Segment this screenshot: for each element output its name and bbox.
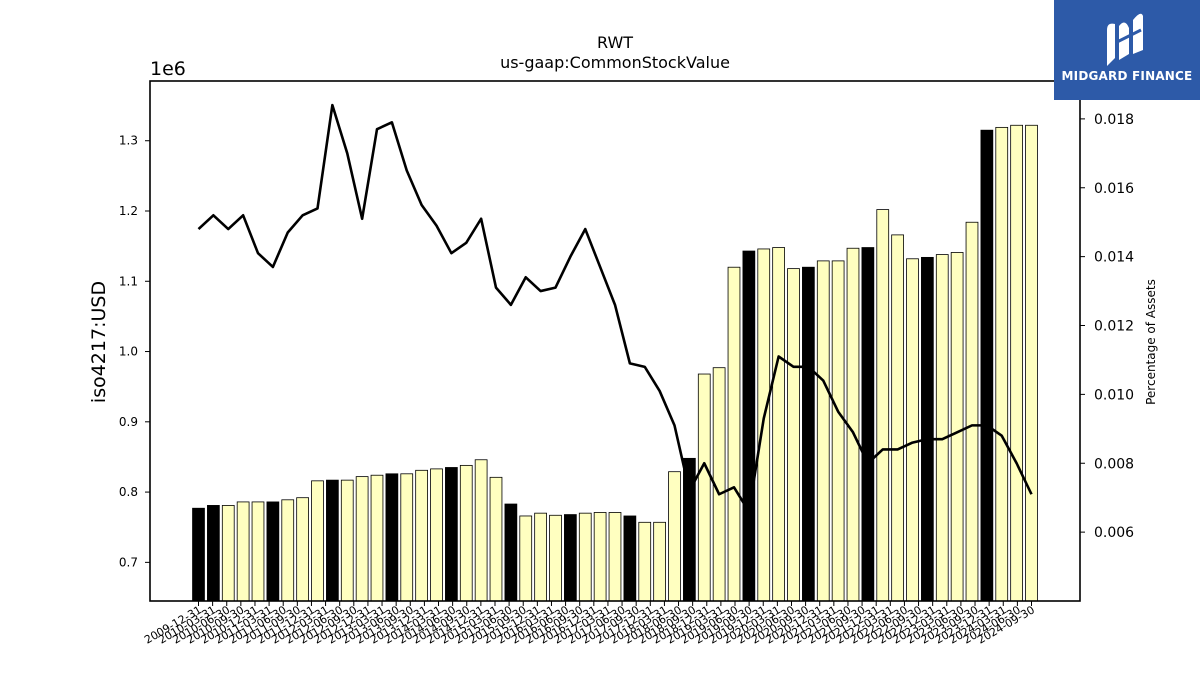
bar-2021-03-31 — [861, 247, 875, 602]
bar-2019-03-31 — [742, 250, 756, 602]
bar-2023-09-30 — [1010, 124, 1023, 602]
bar-2012-03-31 — [326, 479, 339, 602]
bar-2020-09-30 — [831, 260, 845, 602]
bar-2022-06-30 — [935, 254, 949, 602]
bar-2019-12-31 — [787, 268, 800, 602]
plot-frame — [149, 80, 1081, 602]
bar-2015-12-31 — [549, 514, 562, 602]
bar-2017-12-31 — [668, 471, 681, 602]
y-tick-label: 0.8 — [119, 485, 138, 499]
logo: MIDGARD FINANCE — [1054, 0, 1200, 100]
bar-2022-12-31 — [965, 221, 979, 602]
chart-title: RWT — [597, 33, 633, 52]
bar-2017-09-30 — [653, 521, 666, 602]
percentage-of-assets-line — [197, 103, 1033, 513]
bar-2014-03-31 — [445, 467, 458, 602]
bar-2010-06-30 — [221, 505, 235, 602]
y2-ticks-group: 0.006 0.008 0.010 0.012 0.014 0.016 0.018 — [1080, 112, 1134, 541]
bar-2023-06-30 — [995, 126, 1009, 602]
bar-2013-09-30 — [415, 469, 428, 602]
y2-tick-label: 0.012 — [1094, 319, 1134, 335]
y-tick-label: 0.9 — [119, 415, 138, 429]
bar-2018-12-31 — [727, 266, 741, 602]
bar-2014-06-30 — [459, 464, 473, 602]
bar-2021-09-30 — [891, 234, 904, 602]
bar-2015-06-30 — [519, 515, 533, 602]
chart-subtitle: us-gaap:CommonStockValue — [500, 53, 730, 72]
y-tick-label: 0.7 — [119, 555, 138, 569]
logo-text: MIDGARD FINANCE — [1061, 69, 1193, 83]
bar-2020-06-30 — [816, 260, 830, 602]
line-group — [197, 103, 1033, 513]
bar-2010-12-31 — [251, 501, 265, 602]
y2-tick-label: 0.016 — [1094, 181, 1134, 197]
bar-2021-12-31 — [906, 258, 919, 602]
bar-2012-12-31 — [370, 474, 384, 602]
y-tick-label: 1.3 — [119, 134, 138, 148]
bar-2017-03-31 — [623, 515, 637, 602]
bar-2010-09-30 — [236, 501, 250, 602]
bar-2011-03-31 — [266, 501, 280, 602]
bar-2012-09-30 — [355, 476, 369, 602]
y-axis-label: iso4217:USD — [88, 281, 110, 403]
bar-2016-09-30 — [593, 512, 607, 602]
bar-2013-03-31 — [385, 473, 399, 602]
bar-2020-03-31 — [802, 266, 815, 602]
bar-2018-03-31 — [683, 457, 696, 602]
y-ticks-group: 0.7 0.8 0.9 1.0 1.1 1.2 1.3 — [119, 134, 150, 569]
bar-2022-03-31 — [921, 256, 934, 602]
x-ticks-group: 2009-12-312010-03-312010-06-302010-09-30… — [142, 601, 1037, 647]
bar-2012-06-30 — [340, 479, 354, 602]
bar-2009-12-31 — [192, 507, 205, 602]
y2-tick-label: 0.006 — [1094, 525, 1134, 541]
y-tick-label: 1.0 — [119, 345, 138, 359]
bar-2015-03-31 — [504, 503, 518, 602]
bar-2019-09-30 — [772, 247, 785, 602]
bar-2016-03-31 — [564, 514, 577, 602]
bar-2023-12-31 — [1025, 124, 1038, 602]
bar-2013-06-30 — [400, 473, 414, 602]
bar-2011-09-30 — [296, 497, 309, 602]
bar-2016-12-31 — [608, 512, 622, 602]
bar-2021-06-30 — [876, 209, 890, 602]
y-tick-label: 1.1 — [119, 274, 138, 288]
bar-2014-12-31 — [489, 476, 503, 602]
y2-tick-label: 0.008 — [1094, 456, 1134, 472]
y2-axis-label: Percentage of Assets — [1144, 279, 1158, 405]
bar-2010-03-31 — [207, 505, 220, 602]
y2-tick-label: 0.014 — [1094, 250, 1134, 266]
bar-2023-03-31 — [980, 129, 994, 602]
bar-2017-06-30 — [638, 521, 652, 602]
y2-tick-label: 0.018 — [1094, 112, 1134, 128]
midgard-logo-icon — [1107, 13, 1143, 67]
bar-2022-09-30 — [950, 252, 964, 602]
bar-2013-12-31 — [430, 468, 443, 602]
bar-2018-06-30 — [697, 373, 711, 602]
y-scale-label: 1e6 — [150, 58, 186, 80]
y-tick-label: 1.2 — [119, 204, 138, 218]
bar-2016-06-30 — [578, 512, 592, 602]
bars-group — [192, 124, 1038, 602]
bar-2014-09-30 — [474, 459, 488, 602]
bar-2015-09-30 — [534, 512, 547, 602]
bar-2011-12-31 — [311, 480, 324, 602]
bar-2011-06-30 — [281, 499, 295, 602]
y2-tick-label: 0.010 — [1094, 387, 1134, 403]
